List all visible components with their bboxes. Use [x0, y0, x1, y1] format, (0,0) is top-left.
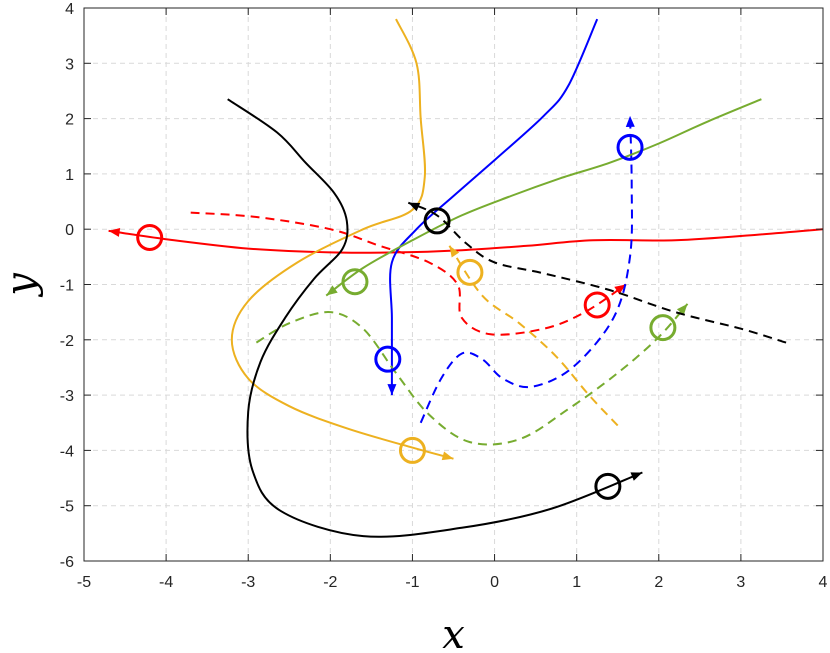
start-marker-circle-2 — [583, 291, 611, 319]
start-marker-circle-5 — [398, 436, 426, 464]
y-tick-label: 1 — [65, 167, 74, 184]
y-tick-label: -1 — [60, 278, 74, 295]
start-marker-circle-9 — [594, 472, 622, 500]
trajectory-line-6 — [448, 245, 619, 427]
y-tick-label: 2 — [65, 112, 74, 129]
start-marker-circle-8 — [649, 314, 677, 342]
grid-lines — [83, 7, 824, 562]
trajectory-arrowhead-5 — [441, 451, 454, 461]
y-axis-label: y — [0, 272, 44, 298]
x-tick-label: 0 — [490, 574, 499, 591]
start-markers — [136, 133, 677, 500]
y-tick-label: -6 — [60, 554, 74, 571]
trajectory-line-4 — [419, 115, 633, 424]
trajectory-arrowhead-3 — [387, 384, 397, 396]
trajectory-arrowhead-4 — [625, 115, 635, 127]
y-tick-label: -4 — [60, 443, 74, 460]
trajectory-arrowhead-8 — [676, 303, 688, 316]
start-marker-circle-6 — [456, 258, 484, 286]
y-tick-label: -5 — [60, 499, 74, 516]
trajectory-line-8 — [255, 303, 689, 446]
x-tick-label: -2 — [323, 574, 337, 591]
x-tick-label: -1 — [405, 574, 419, 591]
start-marker-circle-3 — [374, 345, 402, 373]
trajectory-arrowhead-9 — [630, 472, 643, 481]
trajectory-line-9 — [227, 98, 643, 538]
y-tick-label: -3 — [60, 388, 74, 405]
x-axis-label: x — [442, 612, 465, 653]
trajectory-series — [108, 18, 824, 538]
x-tick-label: 4 — [819, 574, 828, 591]
y-tick-label: 4 — [65, 1, 74, 18]
trajectory-arrowhead-7 — [326, 285, 338, 296]
start-marker-circle-1 — [136, 223, 164, 251]
start-marker-circle-4 — [616, 133, 644, 161]
x-tick-label: 3 — [736, 574, 745, 591]
trajectory-line-2 — [190, 211, 627, 336]
y-tick-label: -2 — [60, 333, 74, 350]
start-marker-circle-7 — [341, 268, 369, 296]
x-tick-label: 1 — [572, 574, 581, 591]
trajectory-line-7 — [325, 98, 762, 297]
x-tick-label: -5 — [77, 574, 91, 591]
trajectory-line-1 — [108, 228, 824, 254]
trajectory-arrowhead-10 — [408, 202, 421, 212]
y-tick-label: 0 — [65, 222, 74, 239]
trajectory-line-5 — [230, 18, 454, 460]
trajectory-arrowhead-1 — [108, 227, 121, 237]
start-marker-circle-10 — [423, 207, 451, 235]
x-tick-label: -4 — [159, 574, 173, 591]
trajectory-arrowhead-2 — [614, 284, 626, 295]
x-tick-label: -3 — [241, 574, 255, 591]
trajectory-arrowhead-6 — [449, 245, 460, 258]
y-tick-label: 3 — [65, 56, 74, 73]
x-tick-label: 2 — [654, 574, 663, 591]
